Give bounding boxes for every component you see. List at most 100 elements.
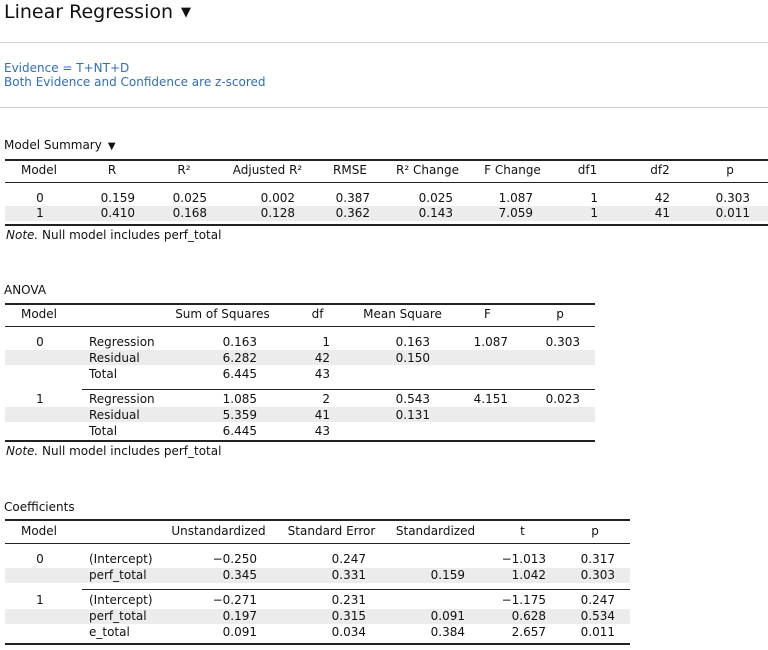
model-summary-title-text: Model Summary	[4, 138, 102, 152]
table-bottom-rule	[5, 224, 768, 226]
table-row-band	[5, 350, 595, 365]
table-cell: 0.159	[100, 191, 135, 205]
table-header-rule	[5, 326, 595, 327]
table-cell: 6.445	[222, 424, 257, 438]
table-cell: 7.059	[498, 206, 533, 220]
table-cell: 0.231	[331, 593, 366, 607]
table-cell: 0.091	[430, 609, 465, 623]
table-cell: 41	[314, 408, 330, 422]
table-cell: 0.331	[331, 568, 366, 582]
column-header: df	[311, 307, 324, 321]
table-cell: Total	[89, 367, 118, 381]
column-header: p	[726, 163, 734, 177]
table-top-rule	[5, 159, 768, 161]
coefficients-title: Coefficients	[4, 500, 75, 514]
table-cell: 0.002	[260, 191, 295, 205]
table-bottom-rule	[5, 643, 630, 645]
table-cell: 0.628	[511, 609, 546, 623]
table-cell: 4.151	[473, 392, 508, 406]
column-header: Model	[20, 307, 58, 321]
column-header: Standardized	[395, 524, 476, 538]
page-title: Linear Regression ▼	[4, 1, 191, 23]
table-cell: 1	[590, 206, 598, 220]
model-number: 0	[36, 335, 44, 349]
table-cell: Residual	[89, 351, 140, 365]
table-bottom-rule	[5, 440, 595, 442]
column-header: R	[107, 163, 117, 177]
table-cell: −0.271	[212, 593, 257, 607]
table-cell: 0.387	[335, 191, 370, 205]
table-cell: −1.175	[501, 593, 546, 607]
column-header: R²	[177, 163, 191, 177]
table-cell: 6.445	[222, 367, 257, 381]
table-cell: 0.025	[418, 191, 453, 205]
model-number: 0	[36, 552, 44, 566]
table-cell: 42	[654, 191, 670, 205]
table-cell: 0.345	[222, 568, 257, 582]
table-row-band	[5, 568, 630, 583]
table-cell: 2	[322, 392, 330, 406]
model-summary-title: Model Summary ▼	[4, 138, 116, 152]
model-number: 1	[36, 593, 44, 607]
table-cell: 0.163	[222, 335, 257, 349]
table-top-rule	[5, 519, 630, 521]
table-cell: 1	[36, 206, 44, 220]
column-header: Standard Error	[287, 524, 376, 538]
column-header: t	[520, 524, 525, 538]
column-header: RMSE	[333, 163, 367, 177]
note-label: Note.	[6, 228, 39, 242]
table-cell: perf_total	[89, 568, 147, 582]
analysis-note-2: Both Evidence and Confidence are z-score…	[4, 75, 266, 89]
table-row-band	[5, 206, 768, 221]
column-header: F Change	[484, 163, 541, 177]
table-cell: (Intercept)	[89, 593, 153, 607]
table-cell: 0.128	[260, 206, 295, 220]
analysis-note-1: Evidence = T+NT+D	[4, 61, 130, 75]
table-cell: 0.534	[580, 609, 615, 623]
model-number: 1	[36, 392, 44, 406]
table-top-rule	[5, 303, 595, 305]
table-cell: 0.025	[172, 191, 207, 205]
triangle-down-icon[interactable]: ▼	[181, 5, 192, 20]
model-summary-note: Note. Null model includes perf_total	[6, 228, 221, 242]
table-cell: perf_total	[89, 609, 147, 623]
table-cell: 0.011	[580, 625, 615, 639]
table-header-rule	[5, 543, 630, 544]
table-cell: 0.317	[580, 552, 615, 566]
table-cell: 0.143	[418, 206, 453, 220]
note-text: Null model includes perf_total	[38, 228, 222, 242]
page-title-text: Linear Regression	[4, 1, 174, 23]
table-cell: 1	[322, 335, 330, 349]
table-cell: 1.042	[511, 568, 546, 582]
table-cell: 41	[654, 206, 670, 220]
column-header: Mean Square	[363, 307, 442, 321]
table-header-rule	[5, 182, 768, 183]
table-cell: 1.087	[473, 335, 508, 349]
table-cell: 0.168	[172, 206, 207, 220]
column-header: Model	[20, 524, 58, 538]
header-divider	[0, 42, 768, 43]
anova-title: ANOVA	[4, 283, 47, 297]
column-header: p	[556, 307, 564, 321]
table-cell: e_total	[89, 625, 130, 639]
table-cell: −1.013	[501, 552, 546, 566]
table-row-band	[5, 609, 630, 624]
table-cell: 43	[314, 367, 330, 381]
triangle-down-icon[interactable]: ▼	[107, 141, 116, 152]
table-cell: 0.150	[395, 351, 430, 365]
table-cell: 0.384	[430, 625, 465, 639]
table-cell: 0.315	[331, 609, 366, 623]
table-cell: 0.023	[545, 392, 580, 406]
column-header: Unstandardized	[171, 524, 266, 538]
table-cell: Total	[89, 424, 118, 438]
column-header: Sum of Squares	[175, 307, 270, 321]
table-cell: 43	[314, 424, 330, 438]
table-cell: 1	[590, 191, 598, 205]
table-cell: 0.159	[430, 568, 465, 582]
table-cell: 0.163	[395, 335, 430, 349]
table-cell: (Intercept)	[89, 552, 153, 566]
table-cell: −0.250	[212, 552, 257, 566]
group-separator-rule	[82, 389, 595, 390]
table-cell: 0.303	[580, 568, 615, 582]
table-cell: 0.247	[331, 552, 366, 566]
